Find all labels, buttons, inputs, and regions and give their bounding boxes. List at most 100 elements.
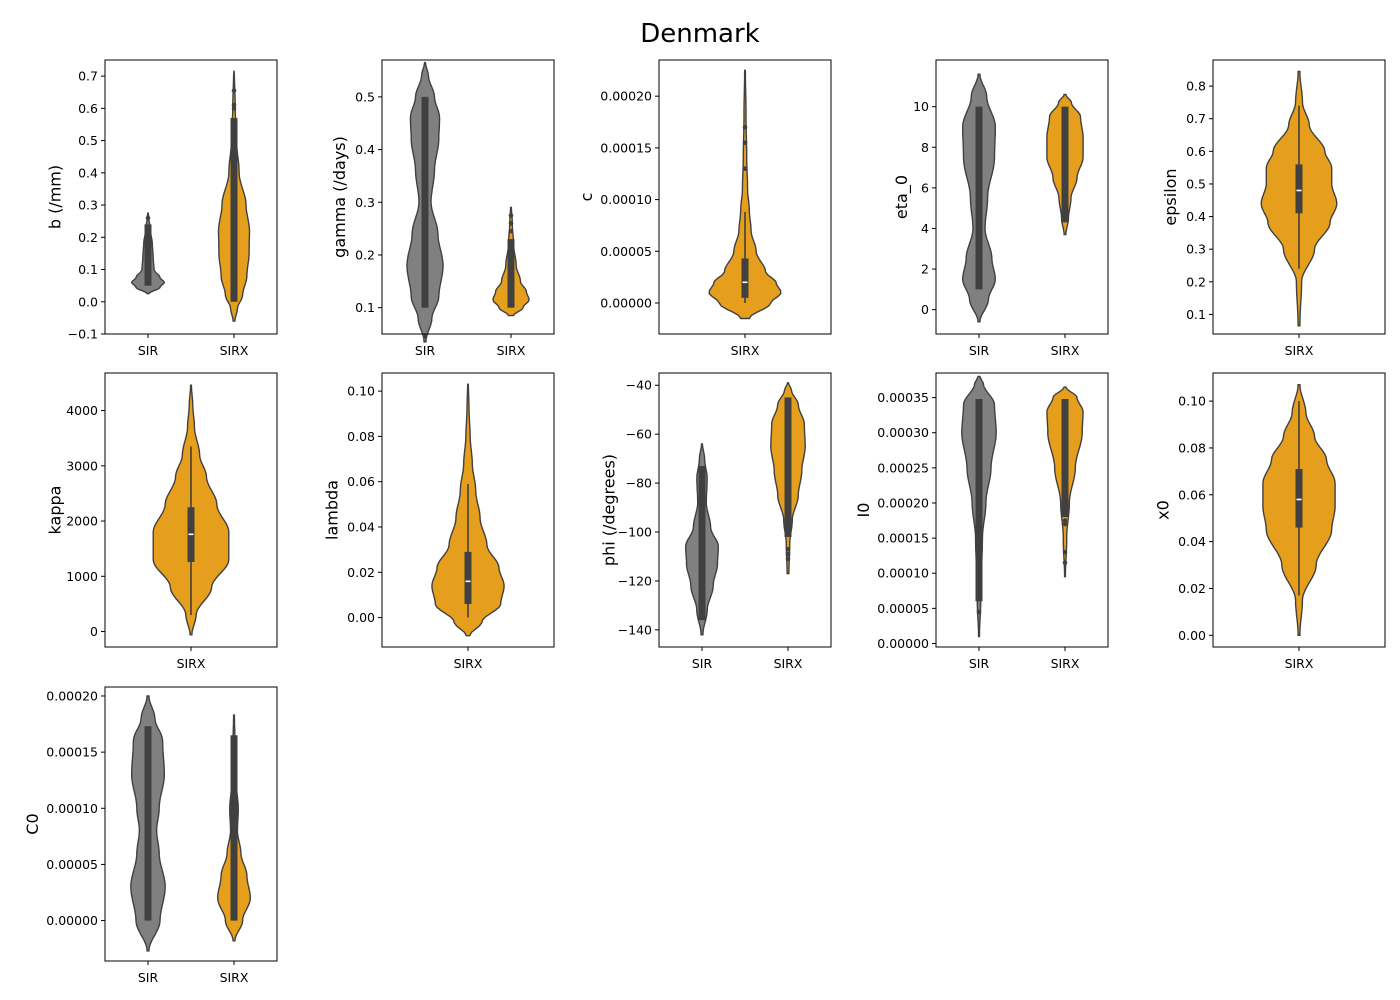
violin-box — [1295, 469, 1303, 528]
y-tick-label: 0.7 — [78, 69, 98, 84]
violin-outlier — [785, 556, 791, 562]
y-tick-label: 0.3 — [1186, 242, 1206, 257]
axes-frame — [935, 372, 1109, 648]
subplot-x0: SIRX 0.00 0.02 0.04 0.06 0.08 0.10 x0 — [1154, 372, 1386, 671]
violin-box — [507, 239, 515, 308]
y-axis-label: C0 — [23, 813, 42, 834]
y-tick-label: 0.06 — [347, 474, 375, 489]
y-tick-label: 0.00020 — [877, 495, 929, 510]
y-tick-label: 0.5 — [355, 89, 375, 104]
y-tick-label: 0.4 — [78, 165, 98, 180]
axes-frame — [1212, 372, 1386, 648]
violin-box — [698, 465, 706, 621]
x-tick-label: SIR — [138, 970, 159, 985]
violin-sir — [130, 212, 166, 295]
violin-outlier — [508, 228, 514, 234]
violin-box — [144, 726, 152, 921]
violin-sirx — [152, 384, 230, 636]
violin-outlier — [231, 106, 237, 111]
x-tick-label: SIRX — [1285, 656, 1314, 671]
y-tick-label: 0.00005 — [877, 601, 929, 616]
y-tick-label: −60 — [626, 427, 652, 442]
violin-sir — [406, 61, 444, 343]
violin-outlier — [1062, 560, 1068, 565]
y-tick-label: 4 — [921, 221, 929, 236]
y-tick-label: 6 — [921, 180, 929, 195]
y-tick-label: 0.00020 — [600, 89, 652, 104]
y-tick-label: 0.00010 — [46, 801, 98, 816]
y-tick-label: 8 — [921, 140, 929, 155]
x-tick-label: SIR — [415, 343, 436, 358]
y-tick-label: 0.00030 — [877, 425, 929, 440]
x-tick-label: SIR — [969, 656, 990, 671]
y-tick-label: 0.3 — [355, 195, 375, 210]
y-tick-label: 0.8 — [1186, 79, 1206, 94]
violin-sir — [685, 443, 719, 636]
violin-box — [1061, 398, 1069, 518]
y-tick-label: 0.6 — [1186, 144, 1206, 159]
violin-body — [708, 69, 782, 320]
violin-sirx — [492, 206, 530, 317]
y-tick-label: 0.0 — [78, 294, 98, 309]
y-tick-label: −120 — [618, 573, 652, 588]
violin-sir — [130, 695, 166, 952]
violin-box — [741, 258, 749, 298]
y-axis-label: lambda — [323, 480, 342, 540]
y-tick-label: 0.2 — [355, 247, 375, 262]
x-tick-label: SIR — [969, 343, 990, 358]
y-tick-label: 0 — [90, 624, 98, 639]
y-tick-label: 0.5 — [1186, 176, 1206, 191]
subplot-I0: SIR SIRX 0.00000 0.00005 0.00010 0.00015 0.000… — [854, 372, 1109, 671]
x-tick-label: SIRX — [1285, 343, 1314, 358]
y-tick-label: 0.7 — [1186, 111, 1206, 126]
violin-box — [784, 397, 792, 537]
axes-frame — [381, 372, 555, 648]
y-tick-label: 0.06 — [1178, 487, 1206, 502]
violin-box — [1061, 106, 1069, 223]
violin-sirx — [1260, 70, 1338, 327]
violin-box — [144, 224, 152, 286]
axes-frame — [104, 59, 278, 335]
y-tick-label: 0.00000 — [877, 636, 929, 651]
violin-sir — [961, 375, 997, 638]
violin-box — [421, 96, 429, 308]
violin-outlier — [231, 102, 237, 108]
axes-frame — [935, 59, 1109, 335]
y-tick-label: 0.00005 — [600, 244, 652, 259]
y-tick-label: 0.4 — [355, 142, 375, 157]
subplot-lambda: SIRX 0.00 0.02 0.04 0.06 0.08 0.10 lambda — [323, 372, 555, 671]
y-tick-label: −80 — [626, 476, 652, 491]
violin-outlier — [1062, 549, 1068, 555]
violin-outlier — [1062, 521, 1068, 527]
axes-frame — [104, 372, 278, 648]
axes-frame — [658, 59, 832, 335]
axes-frame — [658, 372, 832, 648]
violin-sir — [961, 73, 997, 323]
subplot-c: SIRX 0.00000 0.00005 0.00010 0.00015 0.00020 c — [577, 59, 832, 358]
violin-box — [1295, 164, 1303, 214]
y-tick-label: 0.1 — [355, 300, 375, 315]
y-tick-label: 0.1 — [78, 262, 98, 277]
y-tick-label: −140 — [618, 622, 652, 637]
y-tick-label: 0.00015 — [877, 531, 929, 546]
violin-outlier — [976, 609, 982, 615]
violin-sirx — [431, 383, 505, 637]
x-tick-label: SIRX — [1051, 656, 1080, 671]
violin-sirx — [1046, 386, 1084, 578]
violin-sirx — [1046, 93, 1084, 236]
figure-title: Denmark — [640, 19, 760, 49]
violin-outlier — [785, 546, 791, 552]
y-tick-label: 0.00005 — [46, 857, 98, 872]
y-axis-label: kappa — [46, 486, 65, 535]
violin-sirx — [708, 69, 782, 320]
x-tick-label: SIRX — [177, 656, 206, 671]
axes-frame — [381, 59, 555, 335]
y-tick-label: 10 — [913, 99, 929, 114]
violin-outlier — [508, 221, 514, 226]
y-tick-label: 0.2 — [78, 230, 98, 245]
y-tick-label: 0.3 — [78, 198, 98, 213]
y-tick-label: 0.02 — [347, 565, 375, 580]
y-tick-label: 0.04 — [347, 519, 375, 534]
y-axis-label: x0 — [1154, 500, 1173, 520]
